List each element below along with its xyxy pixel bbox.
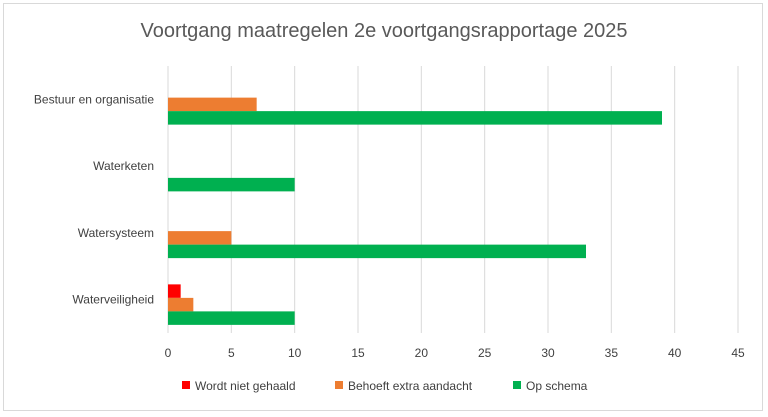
legend: Wordt niet gehaald Behoeft extra aandacht… — [182, 379, 588, 393]
legend-swatch — [335, 381, 343, 389]
bar-behoeft-extra-aandacht — [168, 231, 232, 245]
legend-label: Op schema — [526, 379, 588, 393]
category-label: Bestuur en organisatie — [34, 92, 154, 106]
legend-label: Behoeft extra aandacht — [348, 379, 473, 393]
x-tick-label: 0 — [165, 346, 172, 360]
x-tick-label: 30 — [541, 346, 555, 360]
bar-behoeft-extra-aandacht — [168, 297, 194, 312]
legend-label: Wordt niet gehaald — [195, 379, 296, 393]
bar-op-schema — [168, 111, 662, 125]
x-tick-label: 5 — [228, 346, 235, 360]
bar-wordt-niet-gehaald — [168, 284, 181, 298]
x-tick-label: 10 — [288, 346, 302, 360]
category-label: Watersysteem — [78, 226, 154, 240]
x-tick-label: 25 — [478, 346, 492, 360]
category-label: Waterketen — [93, 159, 154, 173]
x-tick-label: 40 — [668, 346, 682, 360]
chart-frame — [3, 3, 763, 411]
chart-title: Voortgang maatregelen 2e voortgangsrappo… — [140, 20, 627, 42]
x-tick-label: 35 — [605, 346, 619, 360]
category-labels: Bestuur en organisatie Waterketen Watersys… — [34, 92, 154, 306]
bar-behoeft-extra-aandacht — [168, 97, 257, 112]
bar-op-schema — [168, 244, 586, 259]
category-label: Waterveiligheid — [72, 293, 154, 307]
legend-swatch — [513, 381, 521, 389]
x-tick-labels: 0 5 10 15 20 25 30 35 40 45 — [165, 346, 745, 360]
x-tick-label: 20 — [415, 346, 429, 360]
bars — [168, 97, 662, 325]
x-tick-label: 45 — [731, 346, 745, 360]
legend-swatch — [182, 381, 190, 389]
x-tick-label: 15 — [351, 346, 365, 360]
bar-op-schema — [168, 311, 295, 325]
bar-op-schema — [168, 177, 295, 192]
